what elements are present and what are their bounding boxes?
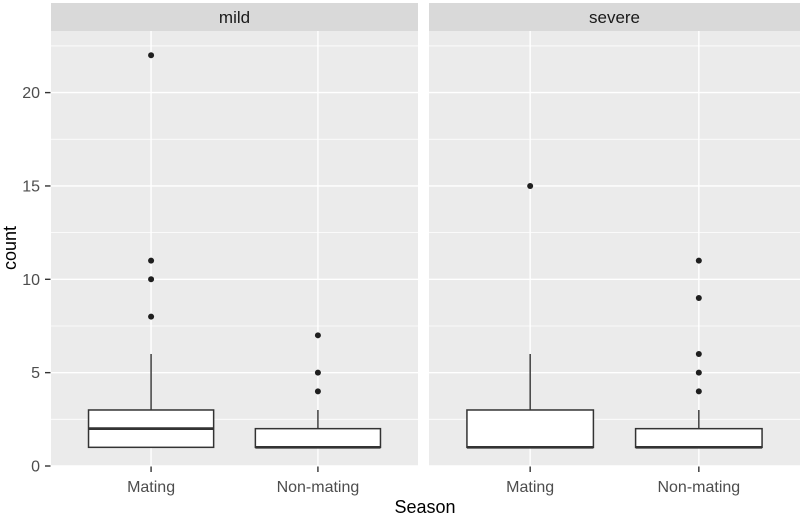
outlier-point — [695, 294, 702, 301]
x-tick-label: Non-mating — [657, 479, 740, 496]
outlier-point — [527, 182, 534, 189]
outlier-point — [148, 52, 155, 59]
outlier-point — [695, 350, 702, 357]
facet-strip-severe — [429, 3, 800, 31]
outlier-point — [695, 369, 702, 376]
y-tick-label: 10 — [22, 272, 40, 289]
outlier-point — [148, 313, 155, 320]
y-tick-label: 5 — [31, 365, 40, 382]
y-tick-label: 15 — [22, 178, 40, 195]
outlier-point — [148, 276, 155, 283]
y-tick-label: 20 — [22, 85, 40, 102]
outlier-point — [695, 388, 702, 395]
x-axis-title: Season — [394, 497, 455, 517]
boxplot-box-mild-non-mating — [254, 427, 382, 449]
panel-background-severe — [429, 31, 800, 466]
outlier-point — [314, 388, 321, 395]
facet-strip-label: mild — [219, 8, 250, 27]
y-axis-title: count — [0, 226, 20, 270]
panel-background-mild — [51, 31, 418, 466]
outlier-point — [148, 257, 155, 264]
facet-strip-mild — [51, 3, 418, 31]
x-tick-label: Mating — [127, 479, 175, 496]
x-tick-label: Non-mating — [277, 479, 360, 496]
boxplot-box-severe-non-mating — [634, 427, 763, 449]
outlier-point — [314, 332, 321, 339]
outlier-point — [314, 369, 321, 376]
facet-strip-label: severe — [589, 8, 640, 27]
x-tick-label: Mating — [506, 479, 554, 496]
y-tick-label: 0 — [31, 459, 40, 476]
boxplot-box-severe-mating — [466, 409, 595, 449]
outlier-point — [695, 257, 702, 264]
